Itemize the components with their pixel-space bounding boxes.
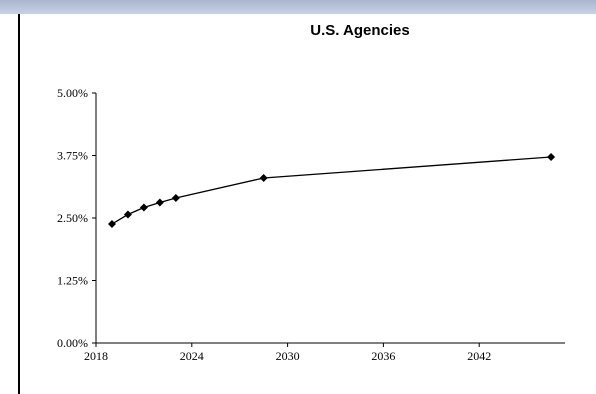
x-tick-label: 2036	[371, 349, 395, 363]
series	[107, 153, 556, 228]
ticks: 0.00% 1.25% 2.50% 3.75% 5.00% 2018 2024 2030 203…	[57, 86, 491, 363]
data-point-marker	[155, 198, 164, 207]
x-tick-label: 2018	[84, 349, 108, 363]
y-tick-label: 0.00%	[57, 336, 88, 350]
y-tick-label: 3.75%	[57, 149, 88, 163]
series-line	[111, 156, 552, 225]
data-point-marker	[547, 153, 556, 161]
data-point-marker	[259, 174, 268, 182]
x-tick-label: 2030	[276, 349, 300, 363]
chart-title: U.S. Agencies	[310, 22, 410, 39]
data-point-marker	[139, 203, 148, 212]
y-tick-label: 1.25%	[57, 274, 88, 288]
axes	[95, 93, 565, 344]
y-tick-label: 2.50%	[57, 211, 88, 225]
y-tick-label: 5.00%	[57, 86, 88, 100]
data-point-marker	[123, 210, 132, 219]
x-tick-label: 2042	[467, 349, 491, 363]
window-top-band	[0, 0, 596, 14]
x-tick-label: 2024	[180, 349, 204, 363]
data-point-marker	[107, 220, 116, 228]
data-point-marker	[171, 194, 180, 202]
left-divider	[18, 14, 20, 394]
